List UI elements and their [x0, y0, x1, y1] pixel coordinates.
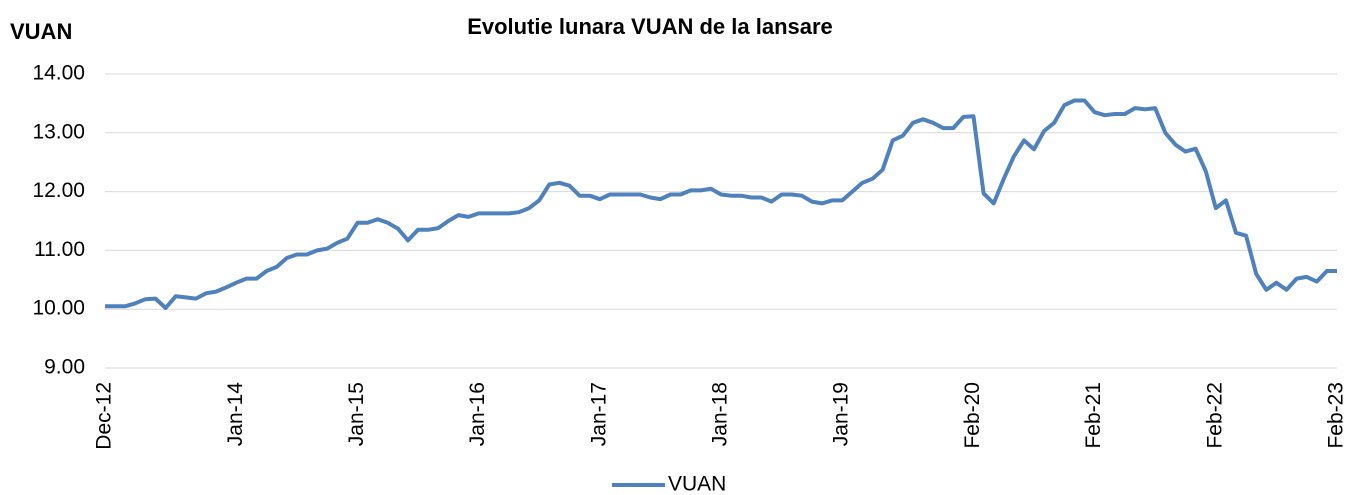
- y-tick-label: 12.00: [32, 179, 85, 202]
- x-tick-label: Jan-18: [709, 382, 732, 446]
- y-tick-label: 10.00: [32, 297, 85, 320]
- x-tick-label: Feb-21: [1082, 382, 1105, 449]
- x-tick-label: Feb-23: [1325, 382, 1348, 449]
- y-axis-label: VUAN: [10, 19, 72, 44]
- x-tick-label: Jan-14: [224, 382, 247, 447]
- x-tick-label: Jan-16: [466, 382, 489, 446]
- y-tick-label: 13.00: [32, 120, 85, 143]
- y-tick-label: 9.00: [44, 356, 85, 379]
- line: [105, 98, 1337, 310]
- x-tick-label: Jan-15: [345, 382, 368, 446]
- legend-label: VUAN: [668, 473, 726, 495]
- x-tick-label: Jan-19: [830, 382, 853, 446]
- x-tick-label: Feb-22: [1203, 382, 1226, 449]
- chart-title: Evolutie lunara VUAN de la lansare: [467, 14, 833, 39]
- y-tick-label: 11.00: [34, 238, 85, 261]
- x-tick-label: Feb-20: [961, 382, 984, 449]
- x-tick-label: Dec-12: [93, 382, 116, 450]
- y-tick-label: 14.00: [32, 62, 85, 85]
- x-tick-label: Jan-17: [587, 382, 610, 446]
